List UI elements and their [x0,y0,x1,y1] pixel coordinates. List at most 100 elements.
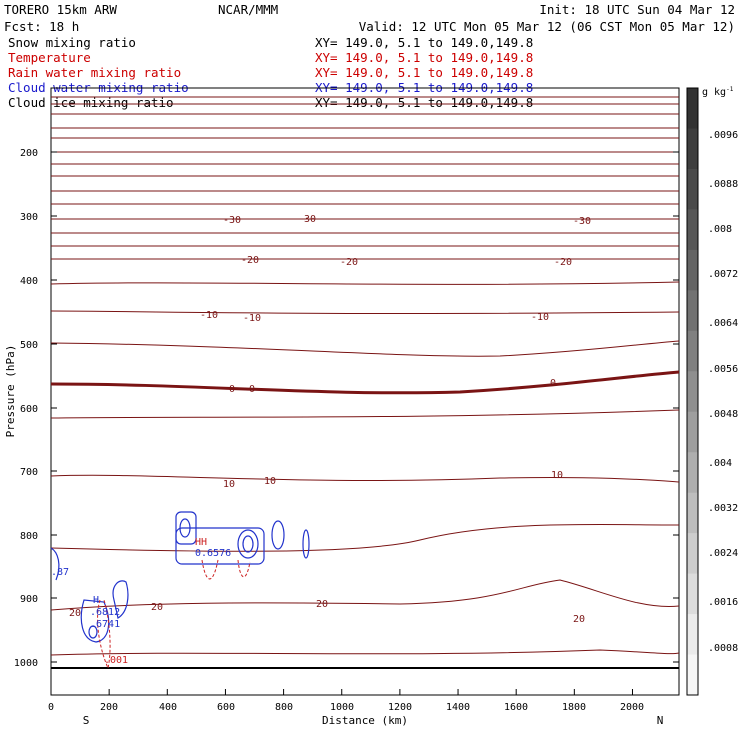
x-tick-label: 1200 [388,702,412,713]
temperature-contour [50,96,680,98]
temp-label: -10 [243,313,261,324]
y-tick-label: 500 [20,340,38,351]
min-label: .6812 [90,607,120,618]
colorbar-swatch [687,128,698,170]
y-tick-label: 400 [20,276,38,287]
cloud-water-contour [179,518,191,538]
cloud-water-contour [242,535,254,553]
temp-label: -30 [298,214,316,225]
temperature-contour [50,649,680,656]
x-tick-label: 600 [217,702,235,713]
temp-label: 20 [573,614,585,625]
temperature-contour [50,281,680,285]
cloud-water-contour [88,625,98,639]
field-name-cloud-ice: Cloud ice mixing ratio [8,95,174,110]
plot-frame [50,87,680,696]
x-tick-label: 800 [275,702,293,713]
feature-labels: HH 0.6576 H .6812 .6741 .001 .87 [51,537,231,666]
x-tick-label: 1600 [504,702,528,713]
x-tick-labels: 0 200 400 600 800 1000 1200 1400 1600 18… [48,702,644,713]
south-label: S [83,714,90,727]
temperature-contour [50,103,680,105]
colorbar-label: .0064 [708,318,738,329]
colorbar-swatch [687,573,698,615]
temperature-contour [50,151,680,153]
axis-ticks [50,151,679,695]
y-tick-label: 1000 [14,658,38,669]
temperature-contour [50,310,680,315]
temp-label: 10 [264,476,276,487]
temp-label: -20 [554,257,572,268]
colorbar-label: .008 [708,224,732,235]
min-label: .001 [104,655,128,666]
x-tick-label: 1000 [330,702,354,713]
init-time: Init: 18 UTC Sun 04 Mar 12 [539,2,735,17]
temperature-contour [50,474,680,483]
field-xy-cloud-ice: XY= 149.0, 5.1 to 149.0,149.8 [315,95,533,110]
rain-contour [201,559,219,580]
temp-label: 0 [550,378,556,389]
colorbar-swatch [687,614,698,656]
temp-label: -10 [200,310,218,321]
temperature-contour [50,245,680,247]
colorbar-swatch [687,209,698,251]
colorbar-label: .0024 [708,548,738,559]
colorbar-label: .004 [708,458,732,469]
y-tick-labels: 200 300 400 500 600 700 800 900 1000 [14,148,38,669]
rain-contour [97,599,111,670]
temperature-contours [50,96,680,669]
temperature-contour [50,203,680,205]
colorbar-swatch [687,492,698,534]
temp-label: 20 [151,602,163,613]
min-label: .87 [51,567,69,578]
temp-label: -20 [340,257,358,268]
x-tick-label: 1400 [446,702,470,713]
y-axis-title: Pressure (hPa) [4,345,17,438]
temp-label: 20 [316,599,328,610]
x-tick-label: 0 [48,702,54,713]
temperature-contour [50,137,680,139]
y-tick-label: 800 [20,531,38,542]
colorbar-swatch [687,290,698,332]
colorbar-label: .0048 [708,409,738,420]
temp-label: -20 [241,255,259,266]
cloud-water-contour [50,547,60,581]
colorbar-swatch [687,330,698,372]
temp-label: -30 [223,215,241,226]
temperature-labels: -30 -30 -30 -20 -20 -20 -10 -10 -10 0 0 … [69,214,591,625]
colorbar-label: .0056 [708,364,738,375]
min-label: .6741 [90,619,120,630]
cloud-water-contour [271,520,285,550]
x-tick-label: 2000 [620,702,644,713]
y-tick-label: 600 [20,404,38,415]
field-xy-snow: XY= 149.0, 5.1 to 149.0,149.8 [315,35,533,50]
field-name-temperature: Temperature [8,50,91,65]
colorbar-frame [686,87,699,696]
temperature-contour [50,409,680,419]
north-label: N [657,714,664,727]
temperature-contour [50,340,680,357]
valid-time: Valid: 12 UTC Mon 05 Mar 12 (06 CST Mon … [359,19,735,34]
cloud-water-contour [112,580,129,619]
temp-label: 10 [223,479,235,490]
temp-label: -30 [573,216,591,227]
colorbar-swatch [687,88,698,129]
forecast-hour: Fcst: 18 h [4,19,79,34]
temperature-contour [50,218,680,220]
high-label: HH [195,537,207,548]
model-title: TORERO 15km ARW [4,2,117,17]
temperature-contour [50,232,680,234]
temperature-contour [50,523,680,552]
x-tick-label: 200 [100,702,118,713]
temperature-contour [50,190,680,192]
field-xy-temperature: XY= 149.0, 5.1 to 149.0,149.8 [315,50,533,65]
temp-label: 0 [229,384,235,395]
moisture-features [50,511,310,670]
x-tick-label: 400 [159,702,177,713]
colorbar-label: .0096 [708,130,738,141]
min-label: 0.6576 [195,548,231,559]
rain-contour [237,559,251,578]
colorbar-label: .0016 [708,597,738,608]
x-axis-title: Distance (km) [322,714,408,727]
